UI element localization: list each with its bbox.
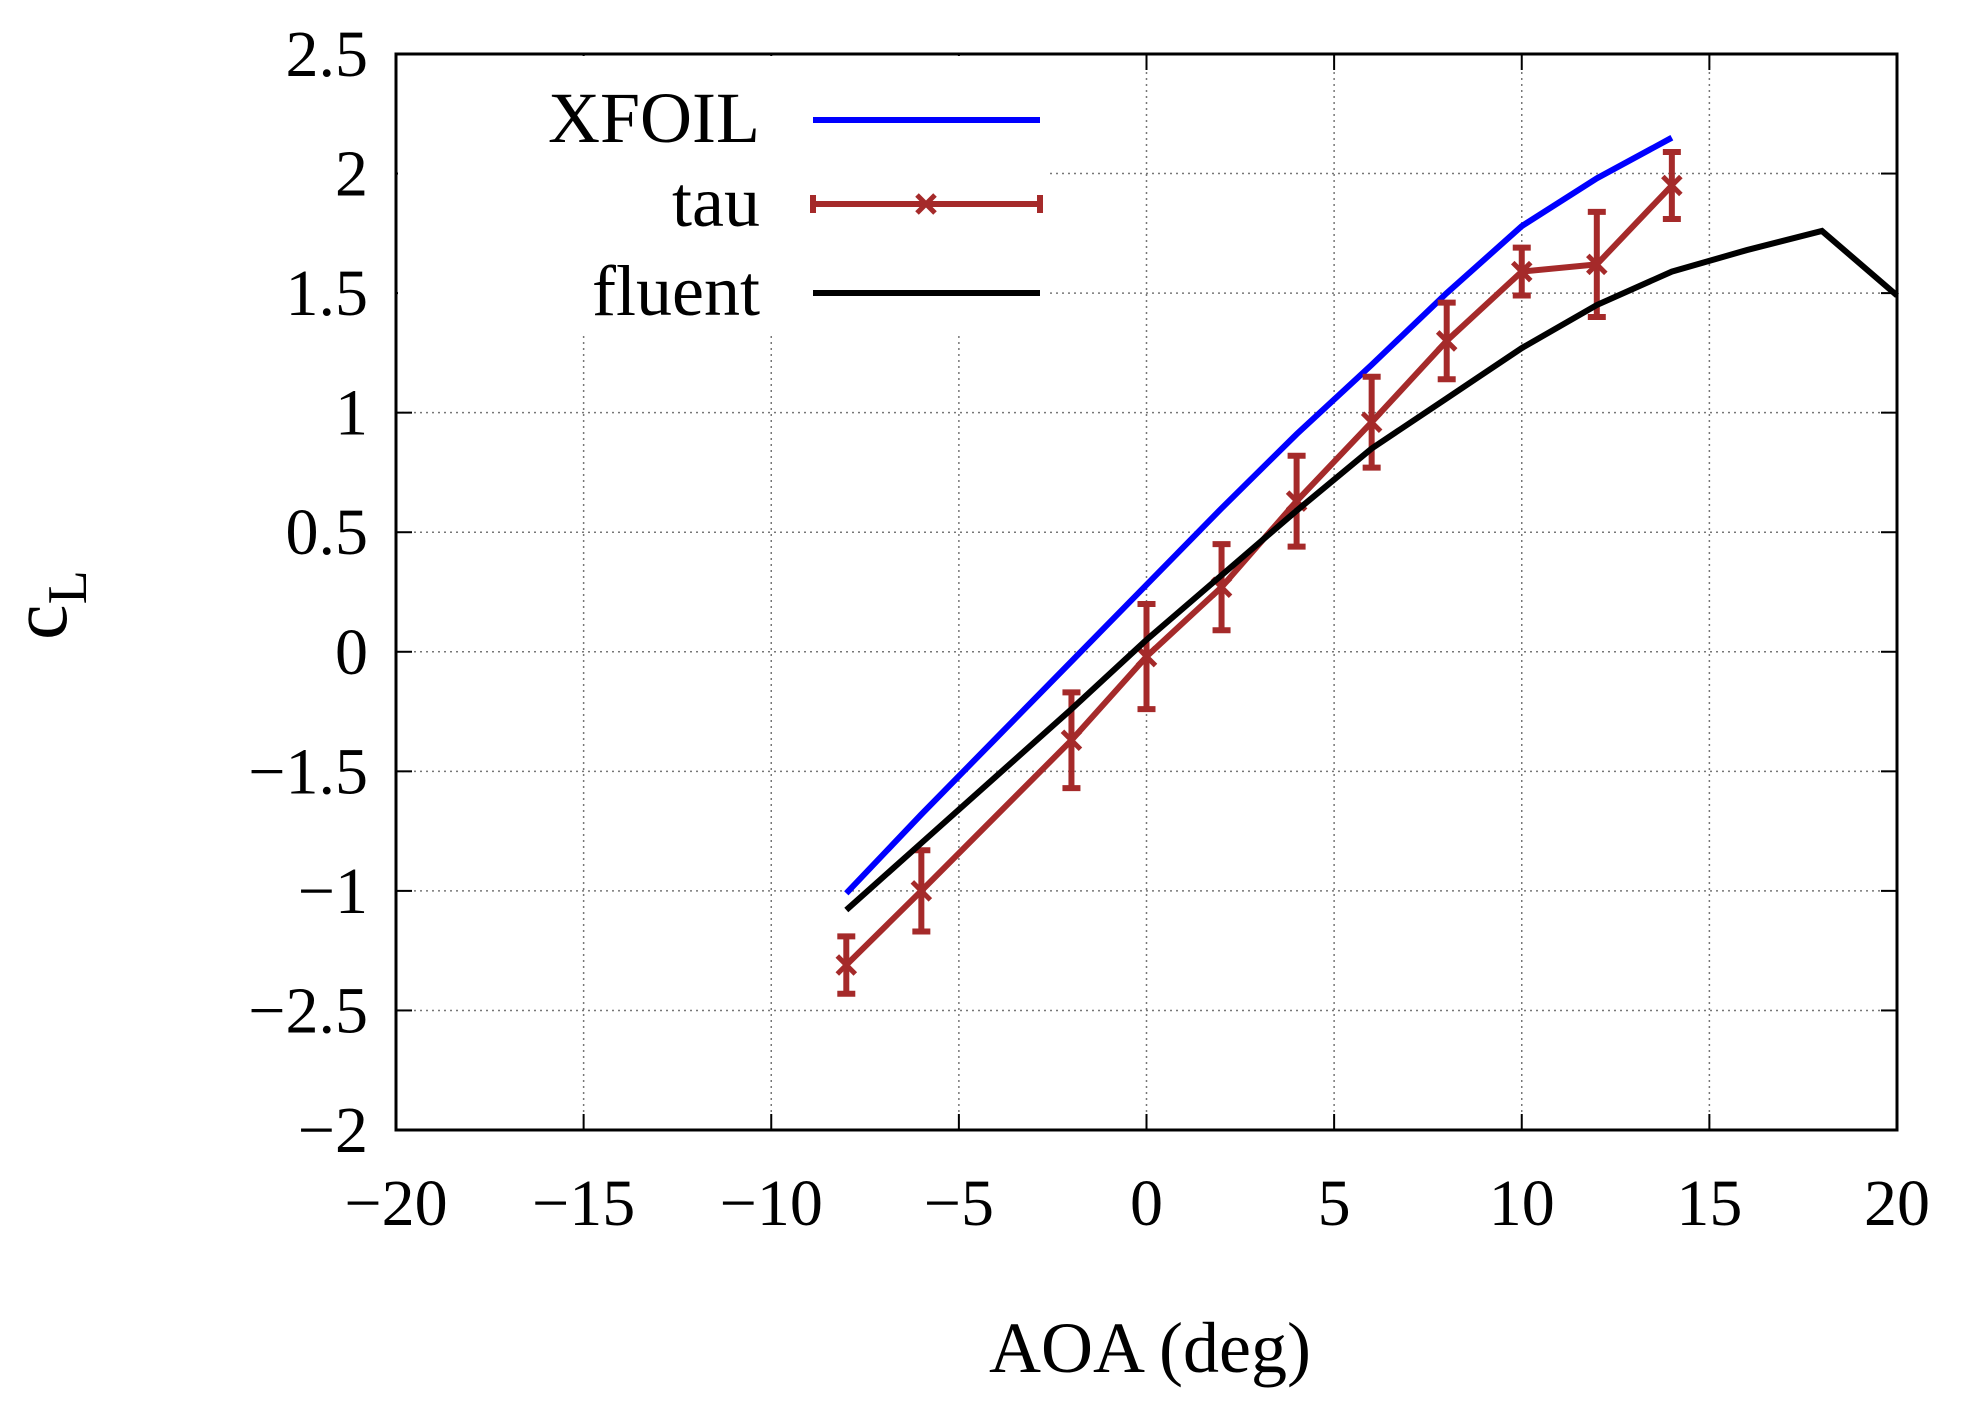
y-tick-label: 2.5 <box>286 18 369 91</box>
plot-frame <box>394 52 1899 1132</box>
point-marker <box>1135 645 1158 668</box>
x-tick-label: −5 <box>924 1167 994 1240</box>
legend-swatch-marker <box>915 193 937 215</box>
point-marker <box>1661 174 1683 197</box>
y-axis-label-main: c <box>0 604 84 640</box>
y-tick-label: −1.5 <box>248 735 368 808</box>
x-tick-label: 10 <box>1489 1167 1555 1240</box>
y-axis-label: cL <box>0 570 99 640</box>
point-marker <box>1586 253 1608 276</box>
y-tick-label: 1 <box>335 377 368 450</box>
y-tick-label: 0 <box>335 616 368 689</box>
series-line <box>844 227 1899 913</box>
y-tick-label: 0.5 <box>286 496 369 569</box>
x-tick-label: −10 <box>720 1167 823 1240</box>
legend-label: tau <box>672 162 760 242</box>
point-marker <box>1510 260 1533 283</box>
point-marker <box>835 954 858 976</box>
x-tick-label: 0 <box>1130 1167 1163 1240</box>
point-marker <box>1435 330 1458 352</box>
legend-label: fluent <box>592 251 760 331</box>
series-line <box>844 135 1674 896</box>
y-tick-label: 2 <box>335 138 368 211</box>
x-axis-label: AOA (deg) <box>989 1308 1311 1388</box>
y-axis-label-sub: L <box>37 570 99 604</box>
x-tick-label: 5 <box>1318 1167 1351 1240</box>
x-tick-label: −20 <box>344 1167 447 1240</box>
y-tick-label: −2.5 <box>248 974 368 1047</box>
x-tick-label: −15 <box>532 1167 635 1240</box>
x-tick-label: 15 <box>1676 1167 1742 1240</box>
x-tick-label: 20 <box>1864 1167 1930 1240</box>
point-marker <box>1060 729 1083 752</box>
point-marker <box>1360 411 1383 433</box>
legend-label: XFOIL <box>548 78 760 158</box>
y-tick-label: 1.5 <box>286 257 369 330</box>
point-marker <box>910 880 933 902</box>
y-tick-label: −2 <box>298 1094 368 1167</box>
legend-background <box>398 56 1048 334</box>
y-tick-label: −1 <box>298 855 368 928</box>
